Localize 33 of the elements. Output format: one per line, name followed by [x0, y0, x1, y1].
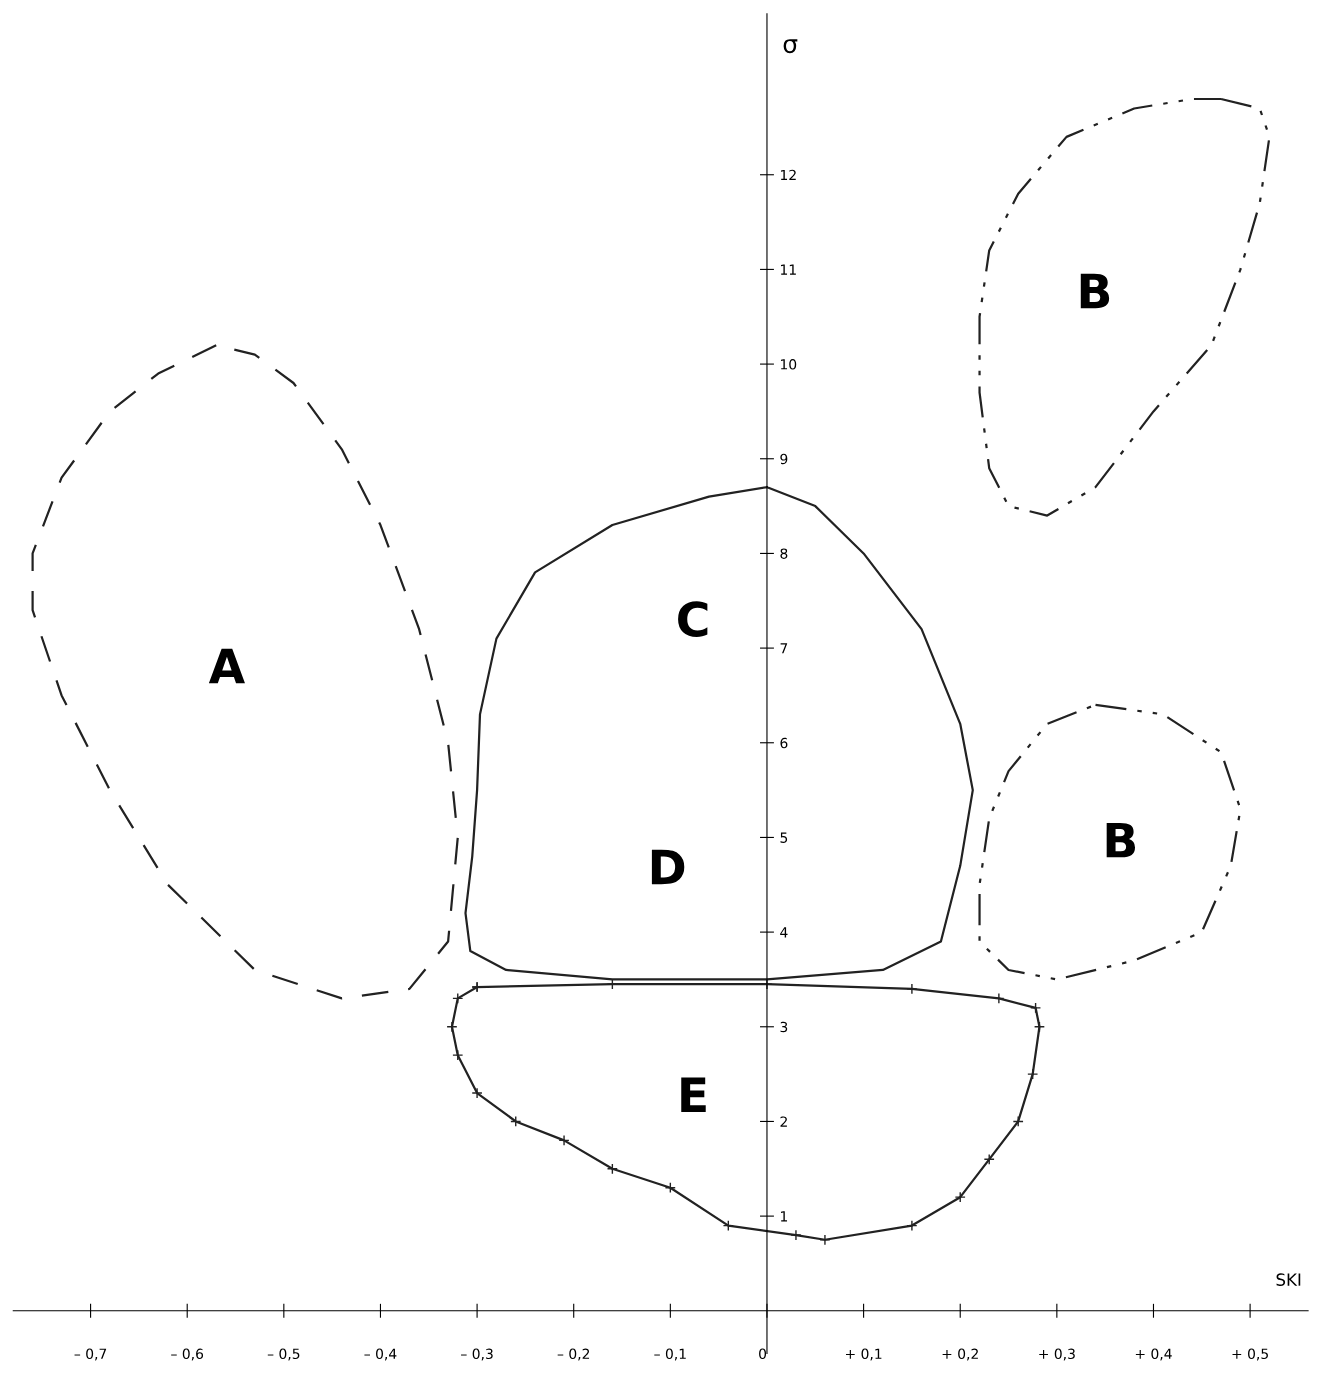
annotation: B: [1080, 273, 1110, 309]
x-tick-label: – 0,5: [267, 1348, 300, 1361]
y-tick-label: 6: [780, 737, 788, 749]
y-tick-label: 10: [781, 359, 797, 370]
x-tick-label: + 0,2: [942, 1348, 978, 1361]
y-tick-label: 1: [781, 1211, 788, 1222]
x-tick-label: – 0,2: [557, 1348, 590, 1361]
x-tick-label: – 0,4: [364, 1348, 397, 1361]
x-tick-label: – 0,6: [171, 1348, 204, 1361]
y-tick-label: 8: [780, 548, 788, 559]
y-tick-label: 11: [781, 264, 796, 275]
x-tick-label: – 0,7: [74, 1348, 107, 1361]
x-tick-label: + 0,3: [1039, 1348, 1075, 1361]
y-tick-label: 5: [780, 832, 788, 843]
x-tick-label: – 0,1: [654, 1348, 686, 1361]
annotation: B: [1106, 822, 1136, 858]
annotation: C: [678, 601, 708, 638]
x-tick-label: 0: [759, 1348, 767, 1360]
y-tick-label: 4: [780, 927, 788, 938]
y-tick-label: 3: [780, 1021, 788, 1033]
x-tick-label: + 0,1: [846, 1348, 882, 1361]
y-axis-title: σ: [783, 39, 798, 54]
y-tick-label: 12: [781, 169, 796, 181]
x-tick-label: – 0,3: [461, 1348, 493, 1361]
x-tick-label: + 0,5: [1232, 1348, 1268, 1361]
y-tick-label: 2: [780, 1116, 787, 1127]
annotation: A: [208, 648, 245, 684]
x-axis-title: SKI: [1276, 1273, 1301, 1286]
annotation: D: [651, 849, 685, 885]
y-tick-label: 9: [780, 453, 788, 465]
annotation: E: [681, 1077, 706, 1112]
x-tick-label: + 0,4: [1135, 1348, 1172, 1361]
y-tick-label: 7: [780, 643, 788, 654]
